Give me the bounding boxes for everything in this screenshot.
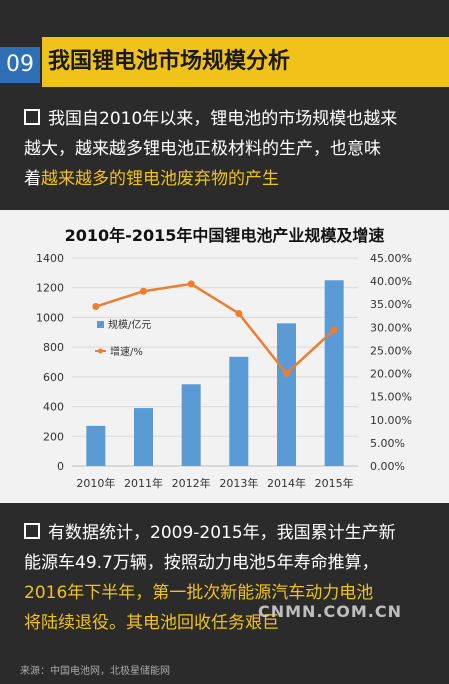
- para1-line3-prefix: 着: [24, 169, 41, 189]
- source-note: 来源：中国电池网，北极星储能网: [20, 666, 170, 677]
- x-tick-label: 2013年: [219, 476, 258, 490]
- y-left-tick-label: 600: [43, 371, 64, 384]
- paragraph-2: 有数据统计，2009-2015年，我国累计生产新 能源车49.7万辆，按照动力电…: [24, 518, 424, 638]
- para1-highlight: 越来越多的锂电池废弃物的产生: [41, 169, 279, 189]
- line-point: [283, 370, 290, 378]
- bar: [277, 323, 296, 466]
- x-tick-label: 2010年: [76, 476, 115, 490]
- y-left-tick-label: 200: [43, 430, 64, 443]
- para2-line2: 能源车49.7万辆，按照动力电池5年寿命推算，: [24, 553, 379, 573]
- y-left-tick-label: 800: [43, 341, 64, 354]
- bullet-square-icon: [24, 109, 40, 125]
- y-right-tick-label: 30.00%: [370, 321, 412, 334]
- y-right-tick-label: 25.00%: [370, 344, 412, 357]
- y-right-tick-label: 10.00%: [370, 414, 412, 427]
- chart-panel: 2010年-2015年中国锂电池产业规模及增速 0 200 400 600 800 100…: [0, 210, 449, 503]
- y-right-tick-label: 40.00%: [370, 275, 412, 288]
- x-tick-label: 2014年: [267, 476, 306, 490]
- x-tick-label: 2015年: [315, 476, 354, 490]
- paragraph-1: 我国自2010年以来，锂电池的市场规模也越来 越大，越来越多锂电池正极材料的生产…: [24, 104, 424, 194]
- y-left-tick-label: 0: [57, 460, 64, 473]
- para2-line4: 将陆续退役。其电池回收任务艰巨: [24, 613, 279, 633]
- chart-svg: 0 200 400 600 800 1000 1200 1400 0.00% 5.00% 10.00…: [36, 252, 412, 490]
- y-right-tick-label: 0.00%: [370, 460, 405, 473]
- section-number: 09: [0, 47, 40, 83]
- bullet-square-icon: [24, 523, 40, 539]
- para1-line2: 越大，越来越多锂电池正极材料的生产，也意味: [24, 139, 381, 159]
- legend-label-bars: 规模/亿元: [108, 318, 151, 331]
- y-right-tick-label: 5.00%: [370, 437, 405, 450]
- bar: [181, 384, 201, 466]
- y-left-tick-label: 400: [43, 401, 64, 414]
- x-tick-label: 2011年: [124, 476, 163, 490]
- bar: [229, 356, 249, 466]
- growth-line: [95, 282, 336, 376]
- bar: [86, 425, 106, 466]
- line-point: [92, 303, 100, 311]
- section-title: 我国锂电池市场规模分析: [42, 37, 449, 87]
- legend-label-line: 增速/%: [110, 345, 143, 358]
- x-tick-label: 2012年: [172, 476, 211, 490]
- line-point: [235, 309, 243, 317]
- section-header: 09 我国锂电池市场规模分析: [0, 37, 449, 87]
- y-right-tick-label: 45.00%: [370, 252, 412, 265]
- y-left-tick-label: 1400: [36, 252, 64, 265]
- watermark: CNMN.COM.CN: [258, 602, 402, 621]
- line-point: [187, 280, 195, 288]
- para2-line1: 有数据统计，2009-2015年，我国累计生产新: [48, 523, 396, 543]
- bar: [324, 280, 344, 466]
- y-right-tick-label: 15.00%: [370, 391, 412, 404]
- y-right-tick-label: 35.00%: [370, 298, 412, 311]
- y-left-tick-label: 1200: [36, 282, 64, 295]
- y-right-tick-label: 20.00%: [370, 368, 412, 381]
- y-left-tick-label: 1000: [36, 311, 64, 324]
- bar: [134, 408, 153, 466]
- chart-title: 2010年-2015年中国锂电池产业规模及增速: [64, 226, 385, 245]
- line-point: [140, 287, 147, 295]
- legend-marker-line: [98, 348, 103, 354]
- para1-line1: 我国自2010年以来，锂电池的市场规模也越来: [48, 109, 398, 129]
- para2-line3: 2016年下半年，第一批次新能源汽车动力电池: [24, 583, 374, 603]
- legend-swatch-bars: [97, 321, 104, 328]
- line-point: [330, 326, 338, 334]
